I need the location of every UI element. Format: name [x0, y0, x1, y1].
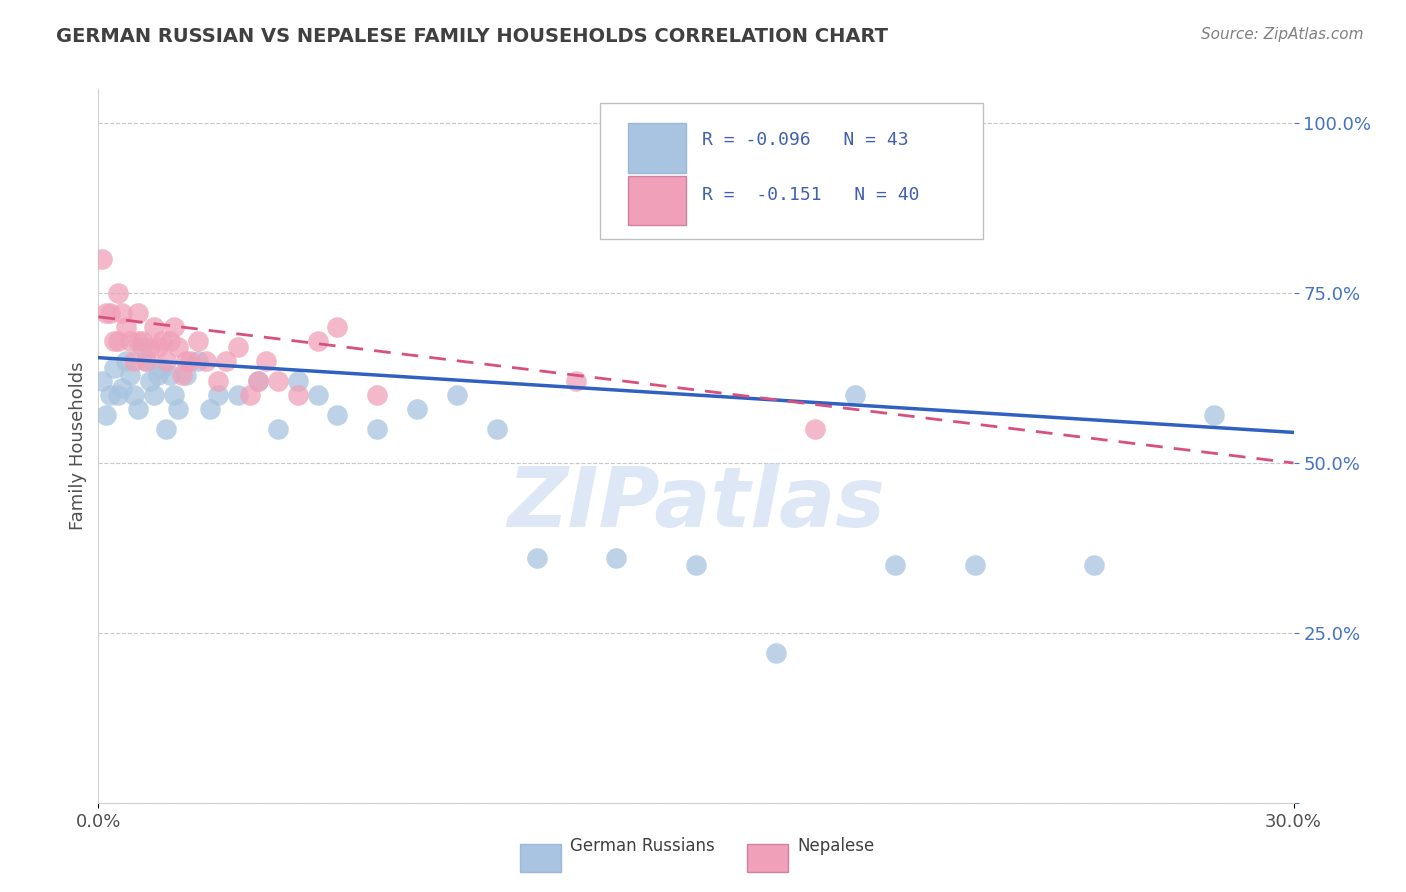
Point: [963, 558, 986, 572]
Point: [844, 388, 866, 402]
Point: [198, 401, 221, 416]
Point: [150, 334, 173, 348]
Point: [239, 388, 262, 402]
Point: [246, 375, 269, 389]
Point: [287, 388, 309, 402]
Point: [143, 320, 166, 334]
FancyBboxPatch shape: [628, 123, 686, 173]
FancyBboxPatch shape: [600, 103, 983, 239]
Point: [195, 354, 218, 368]
Point: [207, 388, 229, 402]
Point: [127, 401, 149, 416]
Point: [884, 558, 907, 572]
Point: [107, 286, 129, 301]
Point: [139, 375, 162, 389]
Text: Nepalese: Nepalese: [797, 837, 875, 855]
Point: [124, 354, 146, 368]
Point: [120, 334, 142, 348]
FancyBboxPatch shape: [628, 176, 686, 225]
Point: [226, 341, 249, 355]
Text: Source: ZipAtlas.com: Source: ZipAtlas.com: [1201, 27, 1364, 42]
Point: [246, 375, 269, 389]
Point: [174, 354, 197, 368]
Point: [115, 354, 138, 368]
Point: [172, 368, 194, 382]
Point: [366, 422, 388, 436]
Point: [139, 341, 162, 355]
Point: [565, 375, 588, 389]
Point: [143, 388, 166, 402]
Point: [111, 381, 134, 395]
Point: [103, 360, 125, 375]
Text: GERMAN RUSSIAN VS NEPALESE FAMILY HOUSEHOLDS CORRELATION CHART: GERMAN RUSSIAN VS NEPALESE FAMILY HOUSEH…: [56, 27, 889, 45]
Y-axis label: Family Households: Family Households: [69, 362, 87, 530]
FancyBboxPatch shape: [520, 844, 561, 872]
Point: [187, 354, 209, 368]
Point: [804, 422, 827, 436]
Point: [179, 354, 201, 368]
Point: [174, 368, 197, 382]
Point: [526, 551, 548, 566]
Point: [159, 334, 181, 348]
Point: [163, 388, 186, 402]
Point: [167, 401, 190, 416]
Point: [187, 334, 209, 348]
Point: [131, 334, 153, 348]
Text: German Russians: German Russians: [571, 837, 716, 855]
Point: [267, 375, 290, 389]
Point: [287, 375, 309, 389]
Point: [485, 422, 508, 436]
Point: [107, 334, 129, 348]
Point: [215, 354, 238, 368]
Point: [307, 388, 329, 402]
Point: [98, 306, 122, 320]
Point: [163, 320, 186, 334]
Point: [267, 422, 290, 436]
Point: [103, 334, 125, 348]
Point: [107, 388, 129, 402]
Point: [120, 368, 142, 382]
Point: [765, 646, 787, 660]
Point: [1202, 409, 1225, 423]
Point: [406, 401, 429, 416]
Text: ZIPatlas: ZIPatlas: [508, 463, 884, 543]
Point: [155, 354, 177, 368]
Point: [111, 306, 134, 320]
Point: [98, 388, 122, 402]
Point: [605, 551, 627, 566]
Text: R = -0.096   N = 43: R = -0.096 N = 43: [702, 130, 908, 149]
Point: [124, 388, 146, 402]
Point: [155, 422, 177, 436]
Point: [326, 320, 349, 334]
Text: R =  -0.151   N = 40: R = -0.151 N = 40: [702, 186, 920, 203]
Point: [207, 375, 229, 389]
Point: [127, 306, 149, 320]
Point: [131, 341, 153, 355]
Point: [685, 558, 707, 572]
FancyBboxPatch shape: [748, 844, 787, 872]
Point: [91, 252, 114, 266]
Point: [135, 354, 157, 368]
Point: [115, 320, 138, 334]
Point: [254, 354, 277, 368]
Point: [159, 368, 181, 382]
Point: [148, 368, 170, 382]
Point: [150, 360, 173, 375]
Point: [135, 354, 157, 368]
Point: [446, 388, 468, 402]
Point: [307, 334, 329, 348]
Point: [127, 334, 149, 348]
Point: [1083, 558, 1105, 572]
Point: [148, 341, 170, 355]
Point: [366, 388, 388, 402]
Point: [226, 388, 249, 402]
Point: [96, 306, 118, 320]
Point: [167, 341, 190, 355]
Point: [96, 409, 118, 423]
Point: [326, 409, 349, 423]
Point: [91, 375, 114, 389]
